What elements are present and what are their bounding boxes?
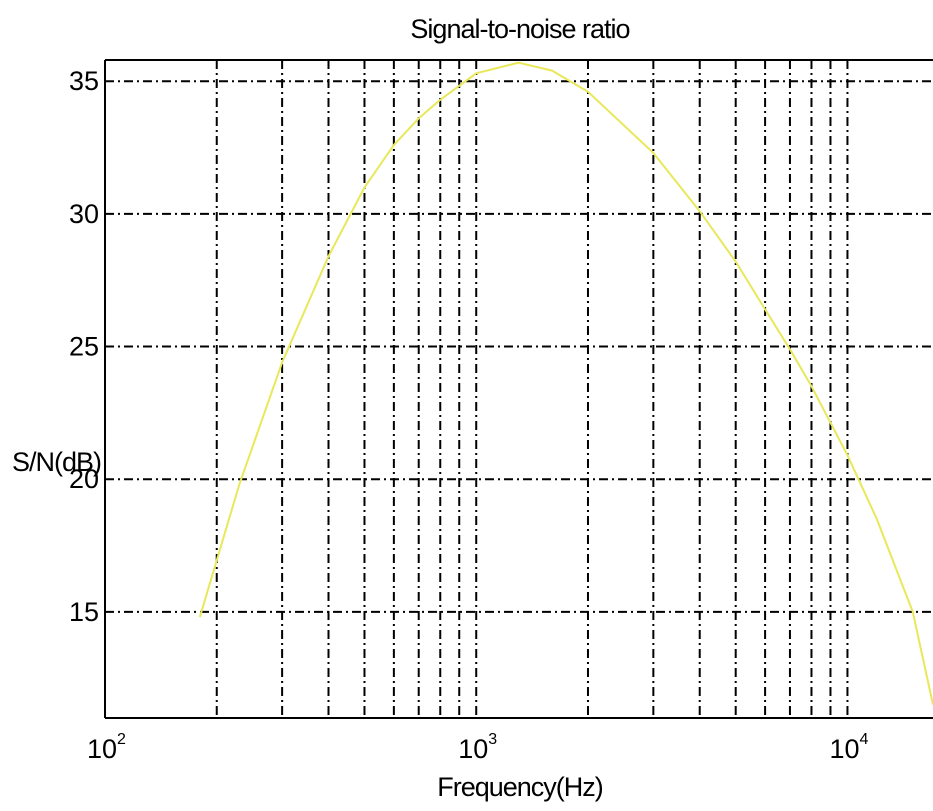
axes [105, 60, 933, 718]
x-tick-label: 102 [87, 731, 126, 764]
y-tick-label: 15 [69, 597, 99, 627]
y-axis-label: S/N(dB) [12, 447, 101, 477]
snr-curve [200, 63, 933, 705]
x-tick-labels: 102 103 104 [87, 731, 868, 764]
grid [105, 60, 933, 718]
series [200, 63, 933, 705]
y-tick-label: 25 [69, 332, 99, 362]
x-axis-label: Frequency(Hz) [437, 772, 603, 802]
y-tick-label: 35 [69, 66, 99, 96]
x-tick-label: 103 [458, 731, 497, 764]
y-tick-label: 30 [69, 199, 99, 229]
chart-title: Signal-to-noise ratio [410, 14, 629, 44]
x-tick-label: 104 [829, 731, 868, 764]
